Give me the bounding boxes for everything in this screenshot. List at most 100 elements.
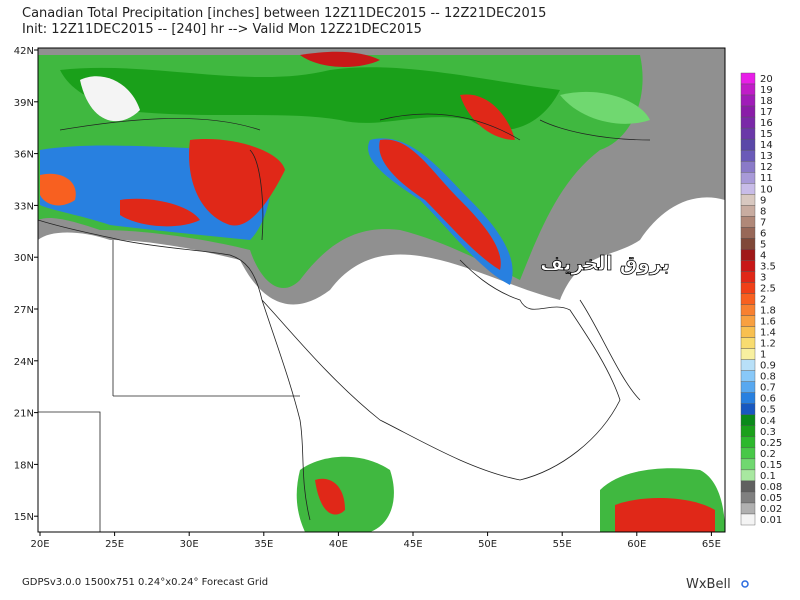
lon-label: 40E — [329, 539, 348, 550]
lat-label: 30N — [14, 253, 34, 264]
colorbar-label: 16 — [760, 118, 773, 129]
colorbar-label: 6 — [760, 228, 766, 239]
colorbar-swatch — [740, 469, 756, 482]
colorbar-swatch — [740, 403, 756, 415]
lat-label: 24N — [14, 357, 34, 368]
colorbar-label: 0.1 — [760, 471, 776, 482]
colorbar-swatch — [740, 260, 756, 272]
footer-text: GDPSv3.0.0 1500x751 0.24°x0.24° Forecast… — [22, 577, 268, 588]
colorbar-swatch — [740, 238, 756, 250]
title-line-1: Canadian Total Precipitation [inches] be… — [22, 6, 546, 21]
colorbar-label: 1.4 — [760, 328, 776, 339]
colorbar-label: 15 — [760, 129, 773, 140]
colorbar-swatch — [740, 293, 756, 305]
watermark: بروق الخريف — [540, 251, 670, 275]
colorbar-label: 0.6 — [760, 394, 776, 405]
colorbar-label: 8 — [760, 206, 766, 217]
colorbar-swatch — [740, 458, 756, 471]
colorbar-label: 17 — [760, 107, 773, 118]
colorbar-swatch — [740, 513, 756, 526]
colorbar-label: 0.25 — [760, 438, 782, 449]
lon-label: 35E — [254, 539, 273, 550]
map-frame — [37, 47, 726, 533]
colorbar-label: 1.2 — [760, 339, 776, 350]
colorbar-swatch — [740, 227, 756, 239]
lon-label: 30E — [180, 539, 199, 550]
colorbar-swatch — [740, 436, 756, 449]
colorbar-label: 19 — [760, 85, 773, 96]
colorbar-swatch — [740, 194, 756, 206]
colorbar-swatch — [740, 425, 756, 438]
colorbar-swatch — [740, 205, 756, 217]
colorbar-swatch — [740, 271, 756, 283]
colorbar-swatch — [740, 172, 756, 184]
colorbar-label: 13 — [760, 151, 773, 162]
lat-label: 27N — [14, 305, 34, 316]
colorbar-label: 0.02 — [760, 504, 782, 515]
colorbar-label: 12 — [760, 162, 773, 173]
logo: WxBell — [686, 577, 731, 592]
colorbar-swatch — [740, 414, 756, 426]
colorbar-swatch — [740, 370, 756, 382]
colorbar-swatch — [740, 491, 756, 504]
lat-label: 21N — [14, 409, 34, 420]
colorbar-label: 3.5 — [760, 261, 776, 272]
colorbar-label: 10 — [760, 184, 773, 195]
colorbar-swatch — [740, 381, 756, 393]
colorbar-label: 11 — [760, 173, 773, 184]
colorbar-swatch — [740, 348, 756, 360]
colorbar-label: 0.9 — [760, 361, 776, 372]
colorbar-label: 2 — [760, 295, 766, 306]
colorbar-swatch — [740, 149, 756, 162]
colorbar-label: 0.2 — [760, 449, 776, 460]
lon-label: 20E — [30, 539, 49, 550]
colorbar-swatch — [740, 392, 756, 404]
map: بروق الخريف — [38, 48, 725, 532]
colorbar-swatch — [740, 326, 756, 338]
logo-dot — [741, 580, 749, 588]
colorbar-swatch — [740, 359, 756, 371]
colorbar-label: 3 — [760, 272, 766, 283]
colorbar-label: 0.05 — [760, 493, 782, 504]
colorbar-swatch — [740, 216, 756, 228]
lon-label: 50E — [478, 539, 497, 550]
colorbar-label: 9 — [760, 195, 766, 206]
colorbar-label: 7 — [760, 217, 766, 228]
colorbar-label: 2.5 — [760, 283, 776, 294]
lon-label: 65E — [702, 539, 721, 550]
lat-label: 15N — [14, 512, 34, 523]
lat-label: 33N — [14, 201, 34, 212]
colorbar-swatch — [740, 304, 756, 316]
colorbar-swatch — [740, 83, 756, 96]
lat-label: 18N — [14, 460, 34, 471]
colorbar-swatch — [740, 315, 756, 327]
axes: 42N 39N 36N 33N 30N 27N 24N 21N 18N 15N 20E 25E 30E 3… — [14, 46, 721, 550]
colorbar-label: 0.01 — [760, 515, 782, 526]
colorbar-swatch — [740, 138, 756, 151]
colorbar-label: 1 — [760, 350, 766, 361]
colorbar-swatch — [740, 249, 756, 261]
colorbar-swatch — [740, 447, 756, 460]
colorbar-swatch — [740, 337, 756, 349]
lon-label: 60E — [627, 539, 646, 550]
lon-label: 55E — [553, 539, 572, 550]
lon-label: 25E — [105, 539, 124, 550]
colorbar-swatch — [740, 127, 756, 140]
colorbar-swatch — [740, 480, 756, 493]
colorbar-label: 0.3 — [760, 427, 776, 438]
colorbar-swatch — [740, 160, 756, 173]
colorbar-swatch — [740, 94, 756, 107]
colorbar-swatch — [740, 72, 756, 85]
colorbar-label: 0.4 — [760, 416, 776, 427]
colorbar-label: 4 — [760, 250, 766, 261]
colorbar-label: 1.8 — [760, 306, 776, 317]
colorbar-label: 0.7 — [760, 383, 776, 394]
colorbar-label: 0.8 — [760, 372, 776, 383]
lat-label: 36N — [14, 150, 34, 161]
lat-label: 42N — [14, 46, 34, 57]
colorbar-label: 14 — [760, 140, 773, 151]
colorbar-swatch — [740, 502, 756, 515]
colorbar: 20191817161514131211109876543.532.521.81… — [740, 72, 782, 526]
title-line-2: Init: 12Z11DEC2015 -- [240] hr --> Valid… — [22, 22, 422, 37]
